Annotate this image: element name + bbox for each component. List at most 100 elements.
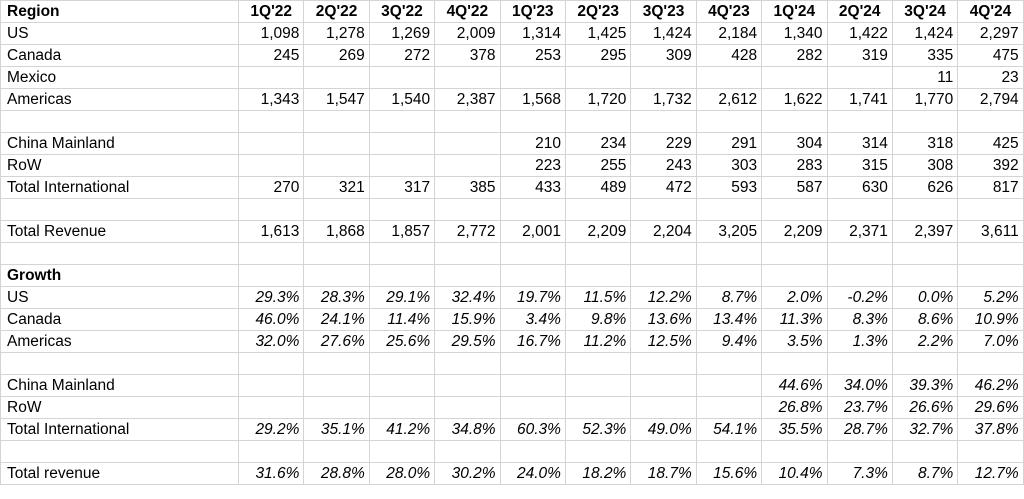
value-cell[interactable]: 1,857	[368, 220, 436, 243]
header-quarter-cell[interactable]: 4Q'22	[434, 0, 501, 23]
value-cell[interactable]: 253	[499, 44, 566, 67]
value-cell[interactable]: 12.7%	[957, 462, 1024, 485]
value-cell[interactable]: 593	[695, 176, 763, 199]
value-cell[interactable]: 24.1%	[303, 308, 370, 331]
value-cell[interactable]: 378	[434, 44, 501, 67]
value-cell[interactable]: 11.3%	[761, 308, 828, 331]
value-cell[interactable]: 318	[891, 132, 959, 155]
value-cell[interactable]	[695, 66, 763, 89]
value-cell[interactable]	[826, 242, 893, 265]
value-cell[interactable]: 16.7%	[499, 330, 566, 353]
row-label-cell[interactable]: China Mainland	[0, 374, 239, 397]
value-cell[interactable]	[957, 440, 1024, 463]
value-cell[interactable]	[761, 440, 828, 463]
value-cell[interactable]: 1,613	[237, 220, 305, 243]
value-cell[interactable]: 243	[630, 154, 697, 177]
value-cell[interactable]: 817	[957, 176, 1024, 199]
value-cell[interactable]	[368, 264, 436, 287]
value-cell[interactable]: 2.2%	[891, 330, 959, 353]
value-cell[interactable]: 2.0%	[761, 286, 828, 309]
value-cell[interactable]	[368, 110, 436, 133]
value-cell[interactable]: 18.2%	[564, 462, 632, 485]
value-cell[interactable]	[695, 374, 763, 397]
value-cell[interactable]: 32.7%	[891, 418, 959, 441]
value-cell[interactable]: 23	[957, 66, 1024, 89]
row-label-cell[interactable]: Canada	[0, 308, 239, 331]
value-cell[interactable]: 425	[957, 132, 1024, 155]
value-cell[interactable]: 1,314	[499, 22, 566, 45]
value-cell[interactable]: 1,422	[826, 22, 893, 45]
value-cell[interactable]	[761, 110, 828, 133]
row-label-cell[interactable]	[0, 440, 239, 463]
value-cell[interactable]: 295	[564, 44, 632, 67]
value-cell[interactable]: 630	[826, 176, 893, 199]
value-cell[interactable]	[695, 264, 763, 287]
value-cell[interactable]: 1,622	[761, 88, 828, 111]
value-cell[interactable]: 35.5%	[761, 418, 828, 441]
value-cell[interactable]	[957, 242, 1024, 265]
value-cell[interactable]	[499, 352, 566, 375]
value-cell[interactable]	[826, 440, 893, 463]
value-cell[interactable]: 1,098	[237, 22, 305, 45]
value-cell[interactable]: 34.8%	[434, 418, 501, 441]
value-cell[interactable]	[368, 440, 436, 463]
value-cell[interactable]: 1,741	[826, 88, 893, 111]
value-cell[interactable]: 317	[368, 176, 436, 199]
value-cell[interactable]	[957, 264, 1024, 287]
value-cell[interactable]	[303, 198, 370, 221]
value-cell[interactable]	[237, 396, 305, 419]
value-cell[interactable]: 587	[761, 176, 828, 199]
value-cell[interactable]: 13.4%	[695, 308, 763, 331]
value-cell[interactable]: 11.2%	[564, 330, 632, 353]
value-cell[interactable]: 2,001	[499, 220, 566, 243]
value-cell[interactable]	[826, 66, 893, 89]
header-quarter-cell[interactable]: 3Q'22	[368, 0, 436, 23]
row-label-cell[interactable]	[0, 110, 239, 133]
value-cell[interactable]	[695, 440, 763, 463]
value-cell[interactable]	[434, 264, 501, 287]
value-cell[interactable]	[761, 198, 828, 221]
value-cell[interactable]: 321	[303, 176, 370, 199]
value-cell[interactable]: 28.0%	[368, 462, 436, 485]
value-cell[interactable]: 2,371	[826, 220, 893, 243]
header-quarter-cell[interactable]: 1Q'23	[499, 0, 566, 23]
value-cell[interactable]	[564, 374, 632, 397]
value-cell[interactable]: 31.6%	[237, 462, 305, 485]
value-cell[interactable]: 255	[564, 154, 632, 177]
value-cell[interactable]	[434, 440, 501, 463]
value-cell[interactable]: 24.0%	[499, 462, 566, 485]
row-label-cell[interactable]: Americas	[0, 330, 239, 353]
value-cell[interactable]: 49.0%	[630, 418, 697, 441]
value-cell[interactable]	[368, 132, 436, 155]
value-cell[interactable]: 1,340	[761, 22, 828, 45]
value-cell[interactable]: 29.1%	[368, 286, 436, 309]
value-cell[interactable]	[303, 440, 370, 463]
value-cell[interactable]	[891, 242, 959, 265]
value-cell[interactable]: 308	[891, 154, 959, 177]
value-cell[interactable]	[499, 198, 566, 221]
value-cell[interactable]: 8.7%	[891, 462, 959, 485]
value-cell[interactable]: 44.6%	[761, 374, 828, 397]
value-cell[interactable]: 304	[761, 132, 828, 155]
value-cell[interactable]: 626	[891, 176, 959, 199]
value-cell[interactable]	[237, 110, 305, 133]
value-cell[interactable]: 270	[237, 176, 305, 199]
value-cell[interactable]	[303, 110, 370, 133]
value-cell[interactable]	[761, 264, 828, 287]
value-cell[interactable]: 32.0%	[237, 330, 305, 353]
value-cell[interactable]: 314	[826, 132, 893, 155]
value-cell[interactable]	[434, 374, 501, 397]
value-cell[interactable]: 10.9%	[957, 308, 1024, 331]
value-cell[interactable]	[237, 154, 305, 177]
value-cell[interactable]	[499, 396, 566, 419]
value-cell[interactable]: 2,772	[434, 220, 501, 243]
value-cell[interactable]	[368, 66, 436, 89]
value-cell[interactable]: 46.2%	[957, 374, 1024, 397]
value-cell[interactable]: 1,343	[237, 88, 305, 111]
value-cell[interactable]	[434, 242, 501, 265]
value-cell[interactable]	[891, 264, 959, 287]
value-cell[interactable]: 2,397	[891, 220, 959, 243]
value-cell[interactable]: 1,425	[564, 22, 632, 45]
value-cell[interactable]: 1.3%	[826, 330, 893, 353]
value-cell[interactable]	[891, 198, 959, 221]
